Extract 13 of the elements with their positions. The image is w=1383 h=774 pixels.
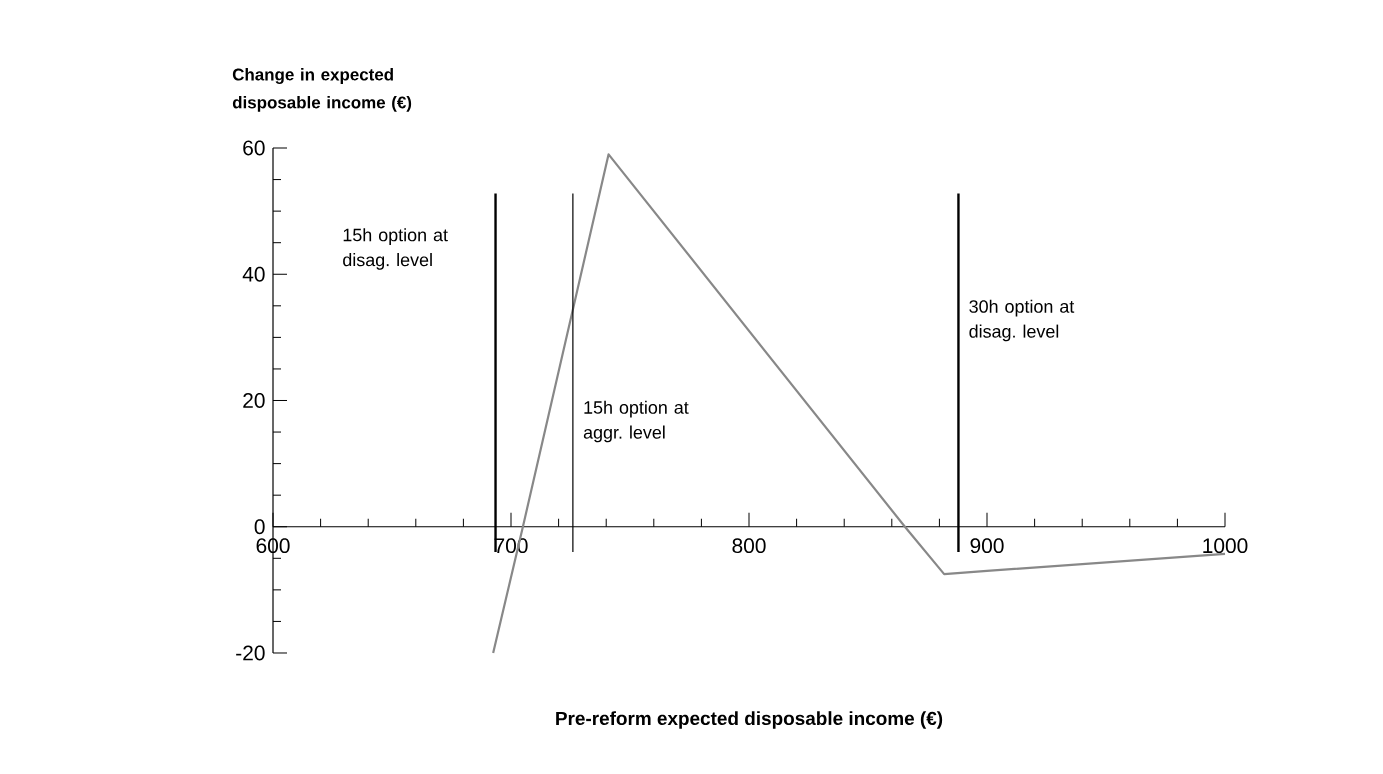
ref-line-label: 30h option at disag. level xyxy=(969,299,1075,342)
y-tick-label: -20 xyxy=(236,645,265,661)
x-tick-label: 800 xyxy=(732,538,766,554)
y-tick-label: 60 xyxy=(243,140,265,156)
x-tick-label: 900 xyxy=(970,538,1004,554)
y-tick-label: 20 xyxy=(243,393,265,408)
ref-line-label: 15h option at disag. level xyxy=(343,228,448,270)
ref-line-label: 15h option at aggr. level xyxy=(583,400,689,443)
y-tick-label: 0 xyxy=(254,519,265,535)
x-tick-label: 1000 xyxy=(1203,538,1248,554)
x-axis-title: Pre-reform expected disposable income (€) xyxy=(556,711,943,729)
y-axis-title: Change in expected disposable income (€) xyxy=(232,68,412,112)
y-tick-label: 40 xyxy=(242,266,265,282)
